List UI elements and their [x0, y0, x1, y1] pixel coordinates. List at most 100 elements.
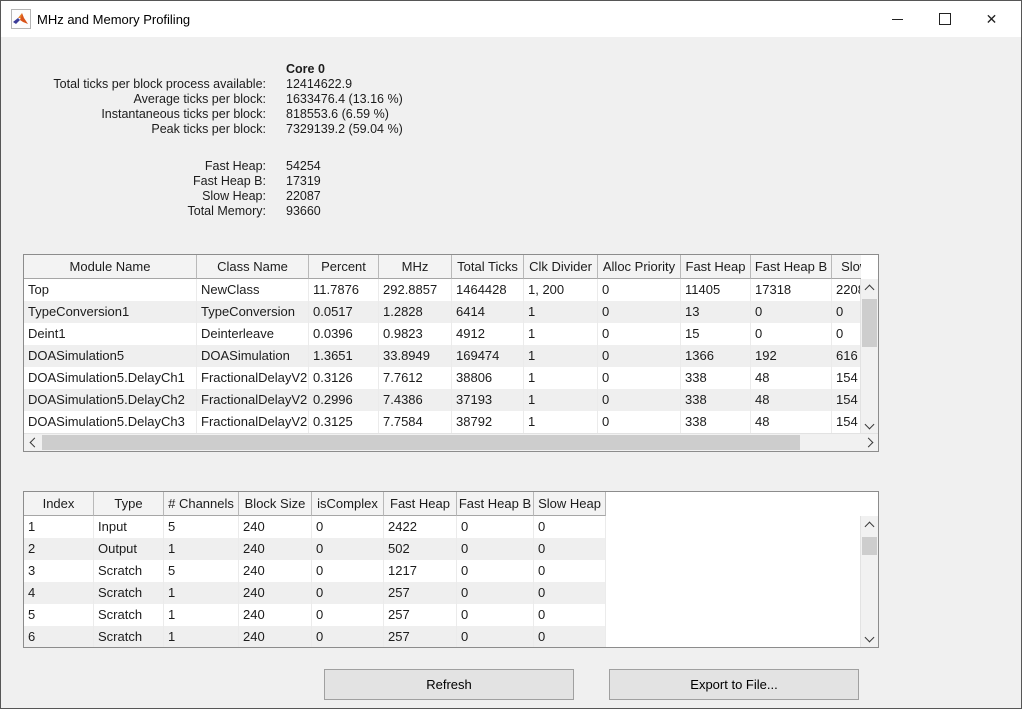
table-cell[interactable]: DOASimulation	[197, 345, 309, 367]
table-row[interactable]: 1 Input 5 240 0 2422 0 0	[24, 516, 606, 538]
table-row[interactable]: 6 Scratch 1 240 0 257 0 0	[24, 626, 606, 647]
table-cell[interactable]: DOASimulation5	[24, 345, 197, 367]
table-cell[interactable]: Deinterleave	[197, 323, 309, 345]
table-row[interactable]: DOASimulation5 DOASimulation 1.3651 33.8949…	[24, 345, 861, 367]
table-cell[interactable]: 154	[832, 411, 861, 433]
table-cell[interactable]: 4912	[452, 323, 524, 345]
horizontal-scrollbar-thumb[interactable]	[42, 435, 800, 450]
vertical-scrollbar-thumb[interactable]	[862, 537, 877, 555]
table-cell[interactable]: Input	[94, 516, 164, 538]
table-cell[interactable]: 0	[534, 516, 606, 538]
table-cell[interactable]: 4	[24, 582, 94, 604]
table-cell[interactable]: DOASimulation5.DelayCh2	[24, 389, 197, 411]
table-cell[interactable]: 0	[598, 367, 681, 389]
table-cell[interactable]: 292.8857	[379, 279, 452, 301]
table-cell[interactable]: 240	[239, 560, 312, 582]
table-cell[interactable]: 1	[24, 516, 94, 538]
scroll-right-button[interactable]	[861, 434, 878, 451]
table-cell[interactable]: 7.7612	[379, 367, 452, 389]
table-cell[interactable]: 5	[24, 604, 94, 626]
table-cell[interactable]: 0	[457, 582, 534, 604]
table-cell[interactable]: 257	[384, 604, 457, 626]
table-cell[interactable]: 0.0517	[309, 301, 379, 323]
table-cell[interactable]: 0.9823	[379, 323, 452, 345]
table-cell[interactable]: 2	[24, 538, 94, 560]
table-cell[interactable]: Top	[24, 279, 197, 301]
table-cell[interactable]: 1366	[681, 345, 751, 367]
table-row[interactable]: TypeConversion1 TypeConversion 0.0517 1.282…	[24, 301, 861, 323]
table-cell[interactable]: 11.7876	[309, 279, 379, 301]
table-cell[interactable]: 0	[832, 301, 861, 323]
table-cell[interactable]: Scratch	[94, 582, 164, 604]
table-cell[interactable]: 37193	[452, 389, 524, 411]
table-row[interactable]: 4 Scratch 1 240 0 257 0 0	[24, 582, 606, 604]
module-table-horizontal-scrollbar[interactable]	[24, 433, 878, 451]
maximize-button[interactable]	[921, 1, 968, 37]
table-cell[interactable]: 22087	[832, 279, 861, 301]
table-cell[interactable]: 7.7584	[379, 411, 452, 433]
scroll-down-button[interactable]	[861, 630, 878, 647]
table-cell[interactable]: 257	[384, 582, 457, 604]
table-cell[interactable]: 1	[524, 389, 598, 411]
table-cell[interactable]: 7.4386	[379, 389, 452, 411]
table-cell[interactable]: 0	[312, 538, 384, 560]
table-cell[interactable]: 48	[751, 389, 832, 411]
table-cell[interactable]: 1217	[384, 560, 457, 582]
table-cell[interactable]: 0	[312, 626, 384, 647]
table-row[interactable]: DOASimulation5.DelayCh1 FractionalDelayV2…	[24, 367, 861, 389]
table-cell[interactable]: 6414	[452, 301, 524, 323]
table-cell[interactable]: 5	[164, 516, 239, 538]
matlab-logo-icon[interactable]	[11, 9, 31, 29]
table-cell[interactable]: Deint1	[24, 323, 197, 345]
table-cell[interactable]: 0	[751, 301, 832, 323]
table-cell[interactable]: 38806	[452, 367, 524, 389]
table-cell[interactable]: 1	[524, 301, 598, 323]
table-cell[interactable]: Scratch	[94, 560, 164, 582]
table-cell[interactable]: 15	[681, 323, 751, 345]
table-cell[interactable]: NewClass	[197, 279, 309, 301]
table-cell[interactable]: 38792	[452, 411, 524, 433]
table-cell[interactable]: 0	[457, 516, 534, 538]
table-cell[interactable]: 1	[164, 604, 239, 626]
table-cell[interactable]: 0	[598, 389, 681, 411]
buffer-table-vertical-scrollbar[interactable]	[860, 516, 878, 647]
table-cell[interactable]: 338	[681, 411, 751, 433]
table-row[interactable]: Top NewClass 11.7876 292.8857 1464428 1, 200 0…	[24, 279, 861, 301]
table-row[interactable]: 2 Output 1 240 0 502 0 0	[24, 538, 606, 560]
table-cell[interactable]: 0	[598, 345, 681, 367]
table-cell[interactable]: 0	[832, 323, 861, 345]
table-row[interactable]: DOASimulation5.DelayCh3 FractionalDelayV2…	[24, 411, 861, 433]
table-row[interactable]: 3 Scratch 5 240 0 1217 0 0	[24, 560, 606, 582]
title-bar[interactable]: MHz and Memory Profiling ✕	[1, 1, 1021, 37]
table-cell[interactable]: 1	[524, 411, 598, 433]
table-cell[interactable]: 0	[457, 560, 534, 582]
table-cell[interactable]: 0.0396	[309, 323, 379, 345]
table-cell[interactable]: 1	[164, 582, 239, 604]
table-cell[interactable]: 338	[681, 367, 751, 389]
table-cell[interactable]: Output	[94, 538, 164, 560]
table-cell[interactable]: 0	[598, 279, 681, 301]
table-cell[interactable]: 0	[312, 582, 384, 604]
close-button[interactable]: ✕	[968, 1, 1015, 37]
table-cell[interactable]: 338	[681, 389, 751, 411]
table-cell[interactable]: 240	[239, 604, 312, 626]
table-cell[interactable]: 240	[239, 582, 312, 604]
module-table-vertical-scrollbar[interactable]	[860, 279, 878, 434]
table-cell[interactable]: DOASimulation5.DelayCh1	[24, 367, 197, 389]
table-cell[interactable]: FractionalDelayV2	[197, 411, 309, 433]
table-cell[interactable]: 0	[534, 538, 606, 560]
table-cell[interactable]: 0	[534, 626, 606, 647]
table-cell[interactable]: Scratch	[94, 626, 164, 647]
table-cell[interactable]: 0	[457, 538, 534, 560]
table-cell[interactable]: 1464428	[452, 279, 524, 301]
table-row[interactable]: Deint1 Deinterleave 0.0396 0.9823 4912 1 0 15 0 0	[24, 323, 861, 345]
table-cell[interactable]: 5	[164, 560, 239, 582]
table-cell[interactable]: 1	[524, 367, 598, 389]
table-cell[interactable]: 240	[239, 516, 312, 538]
table-cell[interactable]: 2422	[384, 516, 457, 538]
table-cell[interactable]: 33.8949	[379, 345, 452, 367]
table-cell[interactable]: FractionalDelayV2	[197, 367, 309, 389]
vertical-scrollbar-thumb[interactable]	[862, 299, 877, 347]
table-cell[interactable]: 154	[832, 389, 861, 411]
table-cell[interactable]: TypeConversion1	[24, 301, 197, 323]
